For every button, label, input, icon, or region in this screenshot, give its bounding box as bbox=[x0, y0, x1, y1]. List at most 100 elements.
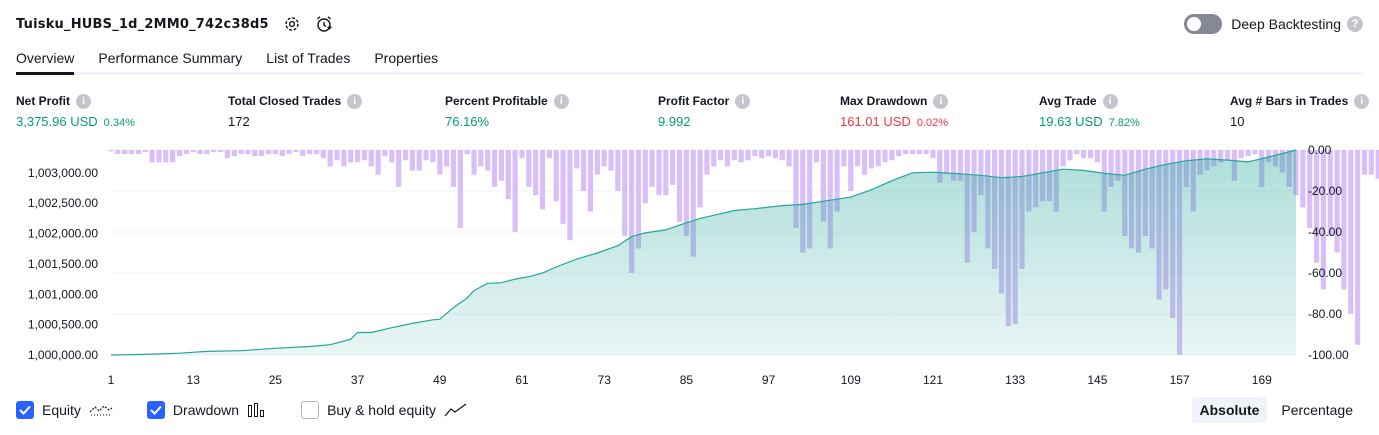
drawdown-bar bbox=[848, 150, 853, 191]
x-tick-label: 37 bbox=[351, 373, 365, 387]
drawdown-bar bbox=[910, 150, 915, 154]
legend-label: Equity bbox=[42, 402, 81, 418]
stat-profit-factor: Profit Factor i 9.992 bbox=[658, 93, 750, 130]
stat-label: Percent Profitable bbox=[445, 94, 548, 108]
legend-buy-hold[interactable]: Buy & hold equity bbox=[301, 401, 468, 419]
drawdown-bar bbox=[670, 150, 675, 185]
drawdown-bar bbox=[286, 150, 291, 154]
stat-label: Max Drawdown bbox=[840, 94, 927, 108]
legend-drawdown[interactable]: Drawdown bbox=[147, 401, 267, 419]
drawdown-bar bbox=[896, 150, 901, 156]
drawdown-bar bbox=[1239, 150, 1244, 158]
drawdown-bar bbox=[430, 150, 435, 162]
drawdown-bar bbox=[650, 150, 655, 187]
y-right-tick-label: -100.00 bbox=[1308, 348, 1349, 362]
info-icon[interactable]: i bbox=[347, 94, 362, 109]
drawdown-bar bbox=[862, 150, 867, 175]
x-tick-label: 1 bbox=[108, 373, 115, 387]
drawdown-bar bbox=[170, 150, 175, 162]
drawdown-bar bbox=[197, 150, 202, 154]
drawdown-bar bbox=[389, 150, 394, 162]
drawdown-bar bbox=[930, 150, 935, 158]
drawdown-bar bbox=[1088, 150, 1093, 158]
y-right-tick-label: -80.00 bbox=[1308, 307, 1342, 321]
stat-value: 3,375.96 USD bbox=[16, 114, 98, 129]
tab-overview[interactable]: Overview bbox=[16, 44, 74, 75]
drawdown-bar bbox=[376, 150, 381, 175]
drawdown-bar bbox=[211, 150, 216, 152]
tab-list-of-trades[interactable]: List of Trades bbox=[266, 44, 350, 75]
drawdown-bar bbox=[1225, 150, 1230, 160]
equity-drawdown-chart[interactable]: 1,000,000.00 1,000,500.00 1,001,000.00 1,00… bbox=[0, 140, 1379, 390]
info-icon[interactable]: i bbox=[933, 94, 948, 109]
mode-percentage[interactable]: Percentage bbox=[1273, 397, 1361, 423]
stat-value: 76.16% bbox=[445, 114, 489, 129]
drawdown-bar bbox=[882, 150, 887, 162]
drawdown-bar bbox=[814, 150, 819, 162]
value-mode-switch: Absolute Percentage bbox=[1186, 397, 1362, 423]
buy-hold-checkbox[interactable] bbox=[301, 401, 319, 419]
y-left-tick-label: 1,002,000.00 bbox=[28, 227, 98, 241]
drawdown-bar bbox=[1362, 150, 1367, 175]
drawdown-bar bbox=[451, 150, 456, 187]
drawdown-bar bbox=[656, 150, 661, 195]
drawdown-bar bbox=[787, 150, 792, 166]
drawdown-bar bbox=[903, 150, 908, 154]
drawdown-checkbox[interactable] bbox=[147, 401, 165, 419]
alarm-clock-add-icon[interactable] bbox=[315, 15, 333, 33]
drawdown-bar bbox=[718, 150, 723, 160]
info-icon[interactable]: i bbox=[76, 94, 91, 109]
drawdown-bar bbox=[588, 150, 593, 212]
info-icon[interactable]: i bbox=[735, 94, 750, 109]
drawdown-bar bbox=[348, 150, 353, 162]
info-icon[interactable]: i bbox=[554, 94, 569, 109]
drawdown-bar bbox=[663, 150, 668, 195]
info-icon[interactable]: i bbox=[1354, 94, 1369, 109]
drawdown-bar bbox=[711, 150, 716, 166]
drawdown-bar bbox=[1074, 150, 1079, 154]
drawdown-bar bbox=[143, 150, 148, 152]
drawdown-bar bbox=[410, 150, 415, 171]
stat-label: Avg # Bars in Trades bbox=[1230, 94, 1348, 108]
stat-value: 172 bbox=[228, 114, 250, 129]
tab-bar: Overview Performance Summary List of Tra… bbox=[16, 44, 1363, 75]
equity-checkbox[interactable] bbox=[16, 401, 34, 419]
x-tick-label: 97 bbox=[762, 373, 776, 387]
tab-performance-summary[interactable]: Performance Summary bbox=[98, 44, 242, 75]
drawdown-bar bbox=[869, 150, 874, 168]
deep-backtesting-toggle[interactable] bbox=[1184, 14, 1222, 34]
drawdown-bar bbox=[697, 150, 702, 207]
drawdown-bar bbox=[917, 150, 922, 154]
y-right-tick-label: -20.00 bbox=[1308, 184, 1342, 198]
stat-label: Net Profit bbox=[16, 94, 70, 108]
strategy-title: Tuisku_HUBS_1d_2MM0_742c38d5 bbox=[16, 17, 269, 32]
legend-label: Drawdown bbox=[173, 402, 239, 418]
x-tick-label: 157 bbox=[1170, 373, 1190, 387]
drawdown-bar bbox=[396, 150, 401, 187]
y-right-tick-label: 0.00 bbox=[1308, 143, 1332, 157]
drawdown-bar bbox=[369, 150, 374, 166]
left-axis-labels: 1,000,000.00 1,000,500.00 1,001,000.00 1,00… bbox=[28, 166, 98, 362]
deep-backtesting-label: Deep Backtesting bbox=[1231, 16, 1341, 32]
stat-percent: 7.82% bbox=[1109, 117, 1140, 129]
y-left-tick-label: 1,000,000.00 bbox=[28, 348, 98, 362]
y-right-tick-label: -60.00 bbox=[1308, 266, 1342, 280]
drawdown-bar bbox=[382, 150, 387, 156]
drawdown-bar bbox=[533, 150, 538, 195]
gear-icon[interactable] bbox=[283, 15, 301, 33]
drawdown-bar bbox=[1061, 150, 1066, 166]
drawdown-bar bbox=[1348, 150, 1353, 314]
drawdown-bar bbox=[1341, 150, 1346, 289]
legend-equity[interactable]: Equity bbox=[16, 401, 113, 419]
info-icon[interactable]: i bbox=[1103, 94, 1118, 109]
tab-properties[interactable]: Properties bbox=[374, 44, 438, 75]
mode-absolute[interactable]: Absolute bbox=[1192, 397, 1268, 423]
drawdown-bar bbox=[334, 150, 339, 160]
equity-line-icon bbox=[89, 402, 113, 418]
drawdown-bar bbox=[280, 150, 285, 156]
drawdown-bar bbox=[163, 150, 168, 162]
drawdown-bar bbox=[1095, 150, 1100, 162]
drawdown-bar bbox=[759, 150, 764, 158]
help-icon[interactable]: ? bbox=[1347, 16, 1363, 32]
drawdown-bar bbox=[1300, 150, 1305, 207]
